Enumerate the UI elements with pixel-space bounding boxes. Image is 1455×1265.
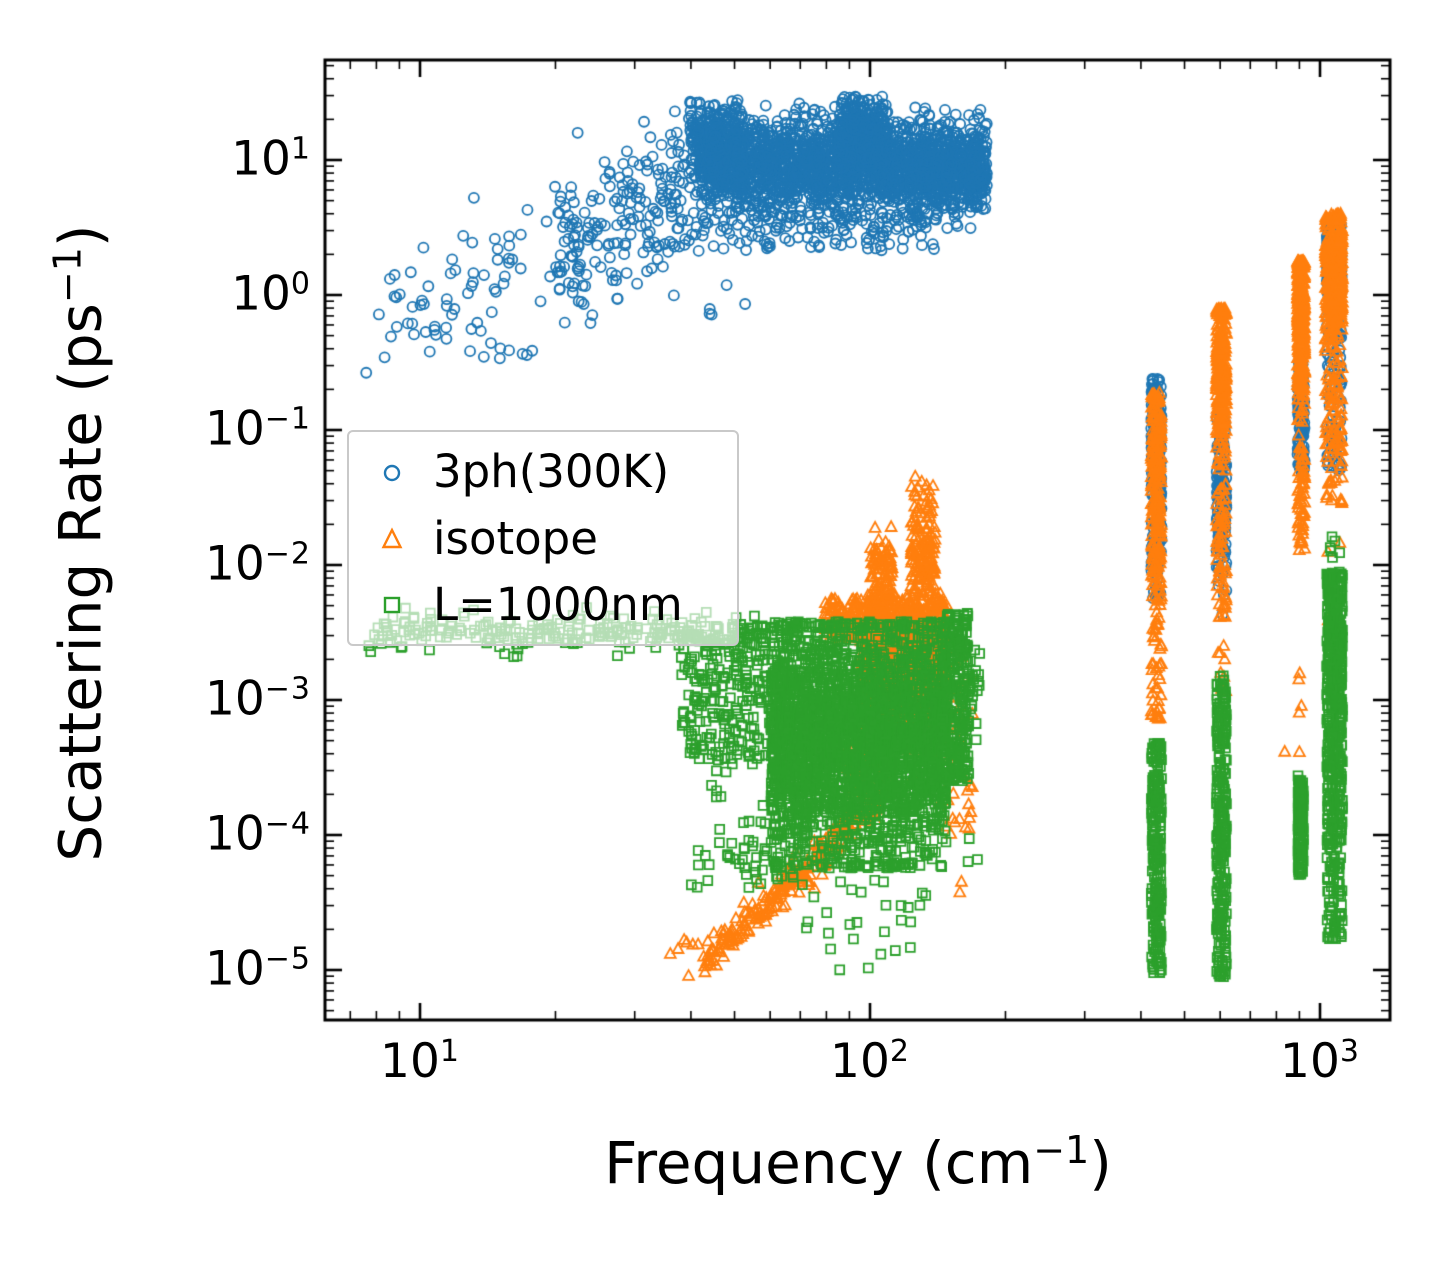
legend-item-boundary: L=1000nm: [375, 578, 737, 631]
square-marker-icon: [383, 597, 401, 614]
legend-label: 3ph(300K): [433, 445, 670, 499]
triangle-marker-icon: [381, 527, 403, 549]
x-axis-title: Frequency (cm−1): [604, 1128, 1112, 1197]
legend-label: L=1000nm: [433, 577, 683, 631]
legend-item-3ph: 3ph(300K): [375, 445, 737, 498]
circle-marker-icon: [383, 464, 401, 481]
legend-item-isotope: isotope: [375, 512, 737, 565]
y-axis-title: Scattering Rate (ps−1): [45, 224, 115, 862]
legend-label: isotope: [433, 511, 598, 565]
legend: 3ph(300K) isotope L=1000nm: [347, 430, 739, 646]
